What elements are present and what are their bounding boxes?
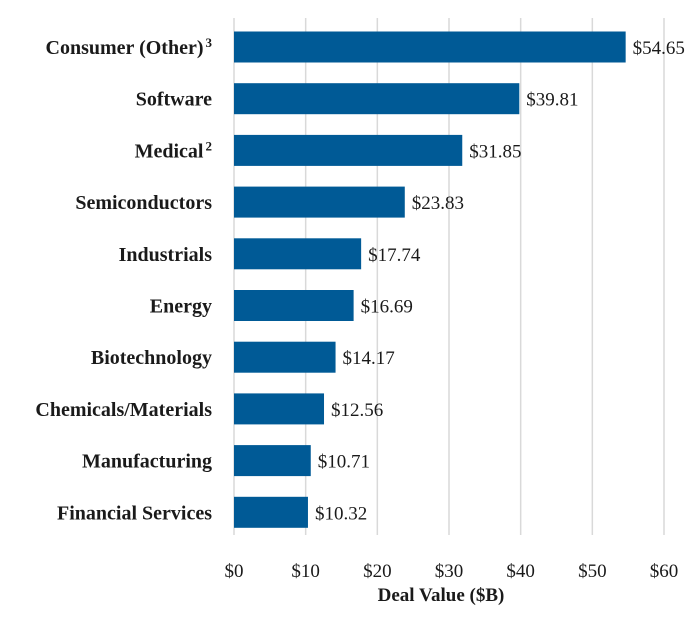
bar-2 — [234, 134, 463, 166]
bar-4 — [234, 238, 362, 270]
value-labels: $54.65 $39.81 $31.85 $23.83 $17.74 $16.69 $14.… — [315, 38, 685, 524]
value-label-6: $14.17 — [343, 348, 395, 369]
x-tick-labels: $0 $10 $20 $30 $40 $50 $60 — [225, 561, 679, 582]
value-label-3: $23.83 — [412, 193, 464, 214]
x-tick-label-10: $10 — [291, 561, 320, 582]
bar-8 — [234, 445, 311, 477]
category-label-7: Chemicals/Materials — [35, 399, 212, 421]
value-label-4: $17.74 — [368, 245, 421, 266]
value-label-7: $12.56 — [331, 400, 383, 421]
x-tick-label-0: $0 — [225, 561, 244, 582]
bar-5 — [234, 290, 354, 321]
x-tick-label-60: $60 — [650, 561, 679, 582]
value-label-9: $10.32 — [315, 503, 367, 524]
bar-9 — [234, 496, 308, 528]
value-label-2: $31.85 — [469, 141, 521, 162]
category-footnote-2: 2 — [206, 138, 213, 153]
category-label-2: Medical 2 — [135, 138, 212, 162]
category-labels: Consumer (Other) 3 Software Medical 2 Semicon… — [35, 35, 212, 524]
x-tick-label-20: $20 — [363, 561, 392, 582]
category-label-3: Semiconductors — [75, 192, 212, 214]
bar-7 — [234, 393, 325, 425]
category-label-0: Consumer (Other) 3 — [46, 35, 213, 59]
value-label-8: $10.71 — [318, 452, 370, 473]
value-label-1: $39.81 — [526, 90, 578, 111]
bar-6 — [234, 341, 336, 373]
category-label-9: Financial Services — [57, 502, 212, 524]
bar-0 — [234, 31, 626, 63]
value-label-0: $54.65 — [633, 38, 685, 59]
bars — [234, 31, 626, 528]
category-label-4: Industrials — [119, 244, 213, 266]
category-label-5: Energy — [150, 296, 212, 318]
x-tick-label-40: $40 — [506, 561, 535, 582]
x-axis-title: Deal Value ($B) — [378, 585, 505, 606]
x-tick-label-30: $30 — [435, 561, 464, 582]
category-label-1: Software — [136, 89, 212, 111]
category-label-8: Manufacturing — [82, 451, 212, 473]
x-tick-label-50: $50 — [578, 561, 607, 582]
bar-3 — [234, 186, 405, 218]
bar-1 — [234, 83, 520, 115]
category-footnote-0: 3 — [206, 35, 213, 50]
value-label-5: $16.69 — [361, 297, 413, 318]
category-label-6: Biotechnology — [91, 347, 212, 369]
